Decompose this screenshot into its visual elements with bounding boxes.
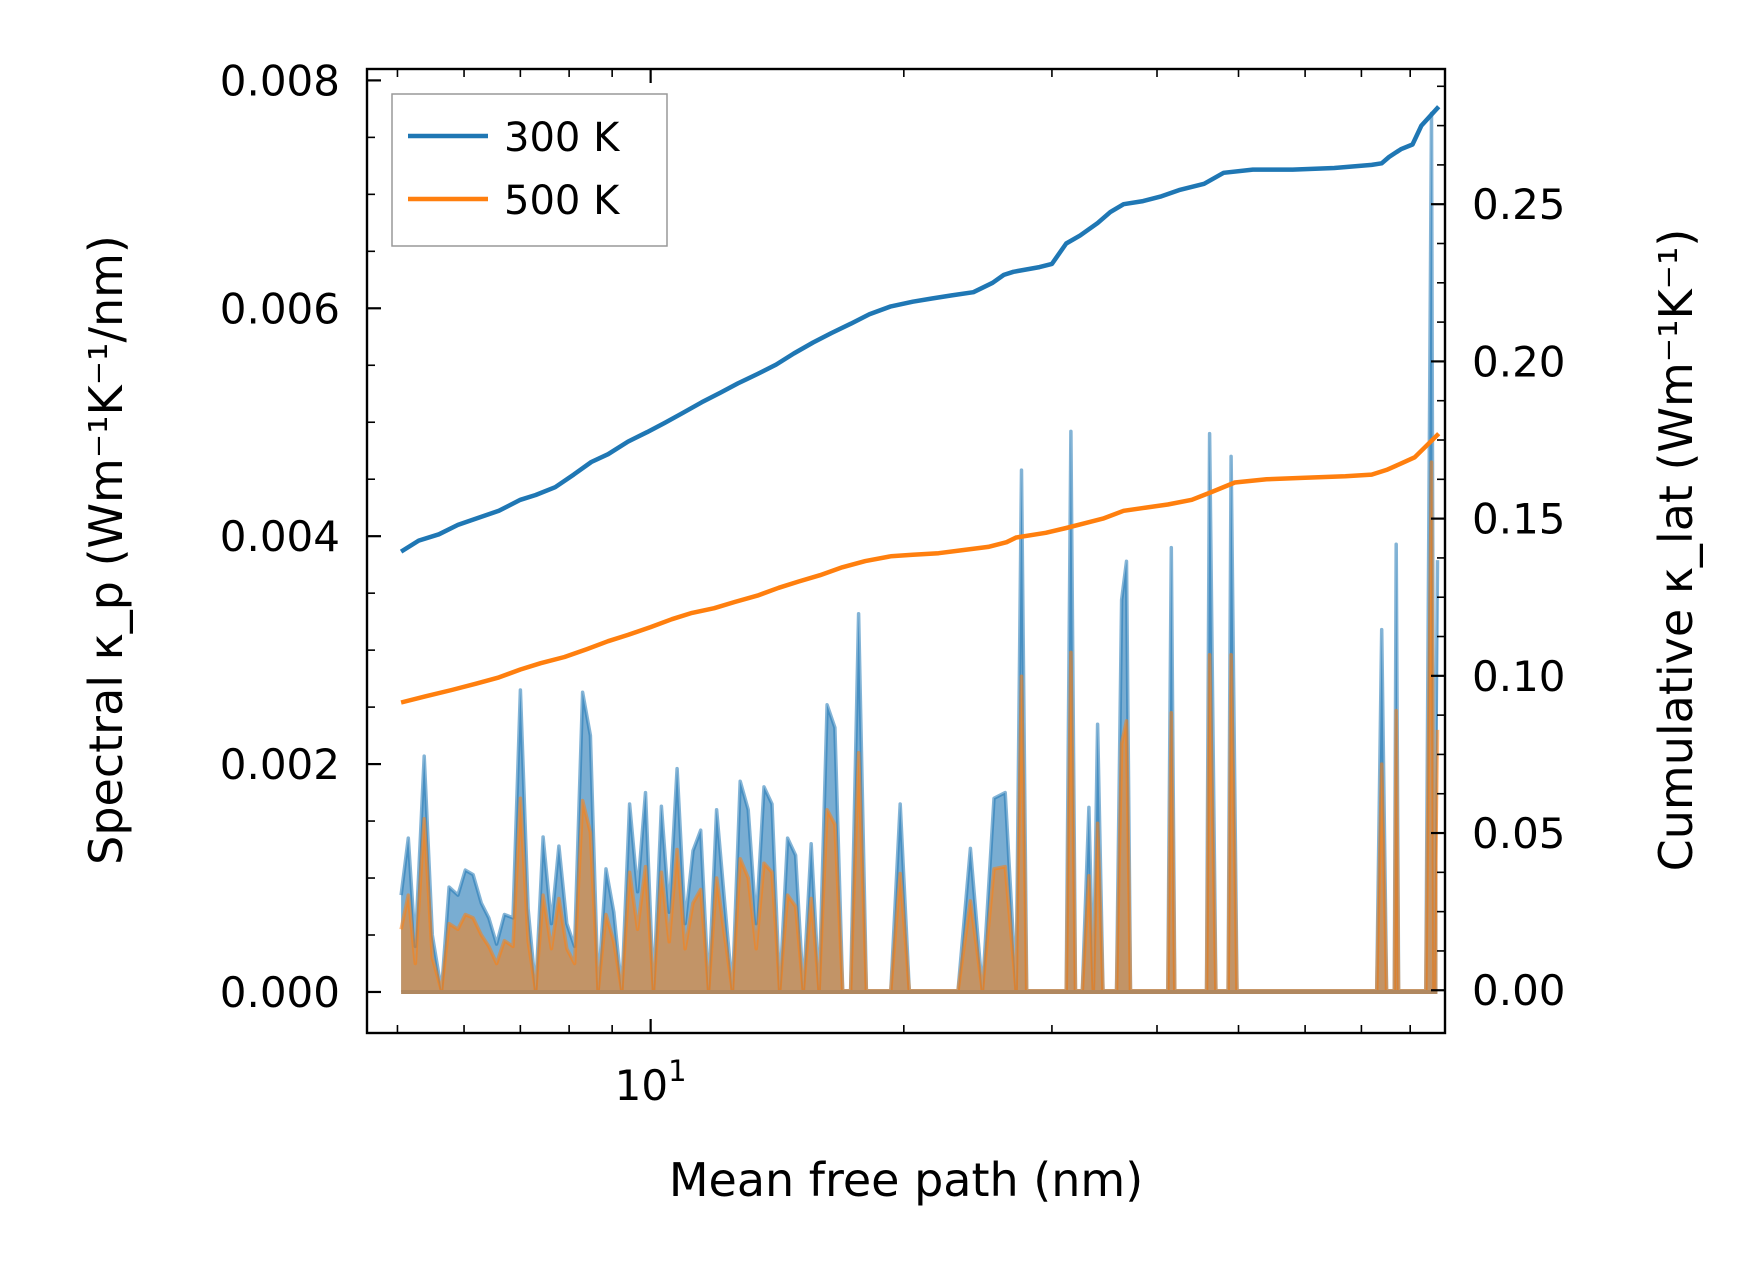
y-right-axis-label: Cumulative κ_lat (Wm⁻¹K⁻¹) — [1649, 229, 1703, 872]
x-axis-label: Mean free path (nm) — [669, 1153, 1143, 1207]
y-right-tick-label: 0.25 — [1472, 180, 1566, 229]
cumulative-line-500k — [400, 432, 1441, 705]
x-tick-base: 10 — [615, 1061, 668, 1110]
cumulative-lines — [399, 105, 1441, 705]
y-left-tick-label: 0.006 — [220, 284, 340, 333]
y-left-tick-labels: 0.000 0.002 0.004 0.006 0.008 — [220, 56, 340, 1017]
legend-label-500k: 500 K — [504, 178, 621, 224]
legend-box — [391, 93, 668, 247]
y-left-tick-label: 0.002 — [220, 740, 340, 789]
x-tick-exponent: 1 — [668, 1054, 686, 1088]
y-right-tick-labels: 0.00 0.05 0.10 0.15 0.20 0.25 — [1472, 180, 1566, 1015]
plot-frame — [365, 67, 1447, 1035]
y-right-tick-label: 0.15 — [1472, 495, 1566, 544]
cumulative-line-300k — [399, 105, 1441, 554]
legend: 300 K 500 K — [391, 93, 668, 247]
spectral-fills — [399, 111, 1440, 994]
y-left-tick-label: 0.000 — [220, 968, 340, 1017]
legend-label-300k: 300 K — [504, 115, 621, 161]
x-tick-label: 101 — [615, 1054, 687, 1110]
axis-ticks — [367, 69, 1445, 1033]
y-right-tick-label: 0.20 — [1472, 337, 1566, 386]
y-left-tick-label: 0.008 — [220, 56, 340, 105]
y-left-axis-label: Spectral κ_p (Wm⁻¹K⁻¹/nm) — [79, 235, 133, 865]
y-right-tick-label: 0.10 — [1472, 652, 1566, 701]
y-right-tick-label: 0.00 — [1472, 966, 1566, 1015]
y-left-tick-label: 0.004 — [220, 512, 340, 561]
y-right-tick-label: 0.05 — [1472, 809, 1566, 858]
